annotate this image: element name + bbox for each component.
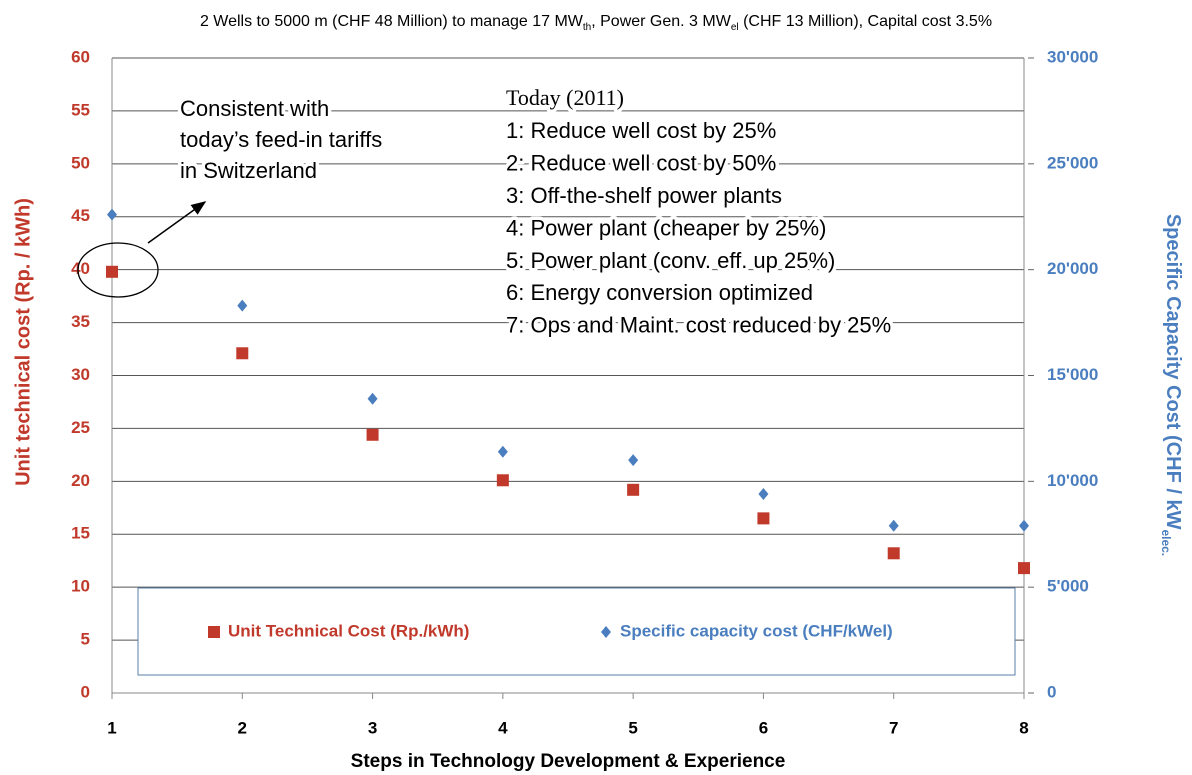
x-tick-label: 3 xyxy=(368,718,377,737)
x-tick-label: 2 xyxy=(238,718,247,737)
point xyxy=(497,445,508,458)
legend-label: Unit Technical Cost (Rp./kWh) xyxy=(228,621,469,640)
x-tick-label: 7 xyxy=(889,718,898,737)
step-text: 7: Ops and Maint. cost reduced by 25% xyxy=(506,313,891,338)
point xyxy=(237,299,248,312)
legend-marker xyxy=(208,626,220,638)
callout-arrow xyxy=(147,201,207,244)
x-tick-label: 1 xyxy=(107,718,116,737)
point xyxy=(758,488,769,501)
y-tick-label: 10 xyxy=(71,577,90,596)
x-tick-label: 4 xyxy=(498,718,508,737)
point xyxy=(757,512,770,525)
y2-tick-label: 10'000 xyxy=(1047,471,1098,490)
y2-tick-label: 15'000 xyxy=(1047,365,1098,384)
legend-box xyxy=(137,587,1016,676)
step-text: 5: Power plant (conv. eff. up 25%) xyxy=(506,248,835,273)
x-tick-label: 5 xyxy=(628,718,637,737)
y2-tick-label: 30'000 xyxy=(1047,47,1098,66)
callout-circle xyxy=(77,242,159,298)
title-part: , Power Gen. 3 MW xyxy=(591,13,731,30)
step-text: 6: Energy conversion optimized xyxy=(506,280,813,305)
y-tick-label: 20 xyxy=(71,471,90,490)
callout-text: today’s feed-in tariffs xyxy=(180,127,382,152)
title-part: el xyxy=(731,22,739,33)
y-tick-label: 5 xyxy=(81,630,90,649)
y-tick-label: 35 xyxy=(71,312,90,331)
title-part: (CHF 13 Million), Capital cost 3.5% xyxy=(739,13,992,30)
point xyxy=(236,347,249,360)
y-tick-label: 30 xyxy=(71,365,90,384)
legend-marker xyxy=(601,626,611,638)
y-axis-label: Unit technical cost (Rp. / kWh) xyxy=(12,198,34,486)
y-tick-label: 15 xyxy=(71,524,90,543)
point xyxy=(107,208,117,221)
step-text: Today (2011) xyxy=(506,85,624,110)
y2-tick-label: 25'000 xyxy=(1047,153,1098,172)
y-tick-label: 50 xyxy=(71,153,90,172)
y-tick-label: 25 xyxy=(71,418,90,437)
step-text: 1: Reduce well cost by 25% xyxy=(506,118,776,143)
y-tick-label: 45 xyxy=(71,206,90,225)
x-tick-label: 8 xyxy=(1019,718,1028,737)
title-part: th xyxy=(583,22,591,33)
step-text: 2: Reduce well cost by 50% xyxy=(506,151,776,176)
point xyxy=(887,547,900,560)
step-text: 4: Power plant (cheaper by 25%) xyxy=(506,215,826,240)
callout-text: in Switzerland xyxy=(180,158,317,183)
title-part: 2 Wells to 5000 m (CHF 48 Million) to ma… xyxy=(200,13,584,30)
point xyxy=(627,483,640,496)
y-tick-label: 0 xyxy=(81,682,90,701)
y-tick-label: 40 xyxy=(71,259,90,278)
point xyxy=(628,454,639,467)
point xyxy=(1019,519,1029,532)
chart-title: 2 Wells to 5000 m (CHF 48 Million) to ma… xyxy=(200,13,992,33)
y-tick-label: 60 xyxy=(71,47,90,66)
point xyxy=(367,392,378,405)
y2-tick-label: 0 xyxy=(1047,682,1056,701)
point xyxy=(106,265,118,278)
y2-axis-label: Specific Capacity Cost (CHF / kWelec. xyxy=(1159,214,1184,556)
point xyxy=(1018,562,1030,575)
x-tick-label: 6 xyxy=(759,718,768,737)
callout-text: Consistent with xyxy=(180,96,329,121)
y2-label-part: elec. xyxy=(1159,529,1173,556)
step-text: 3: Off-the-shelf power plants xyxy=(506,183,782,208)
point xyxy=(366,428,379,441)
legend-label: Specific capacity cost (CHF/kWel) xyxy=(620,621,893,640)
point xyxy=(888,519,899,532)
x-axis-label: Steps in Technology Development & Experi… xyxy=(351,751,786,772)
y2-label-part: Specific Capacity Cost (CHF / kW xyxy=(1162,214,1184,530)
y-tick-label: 55 xyxy=(71,100,90,119)
y2-tick-label: 5'000 xyxy=(1047,577,1089,596)
y2-tick-label: 20'000 xyxy=(1047,259,1098,278)
point xyxy=(496,474,509,487)
